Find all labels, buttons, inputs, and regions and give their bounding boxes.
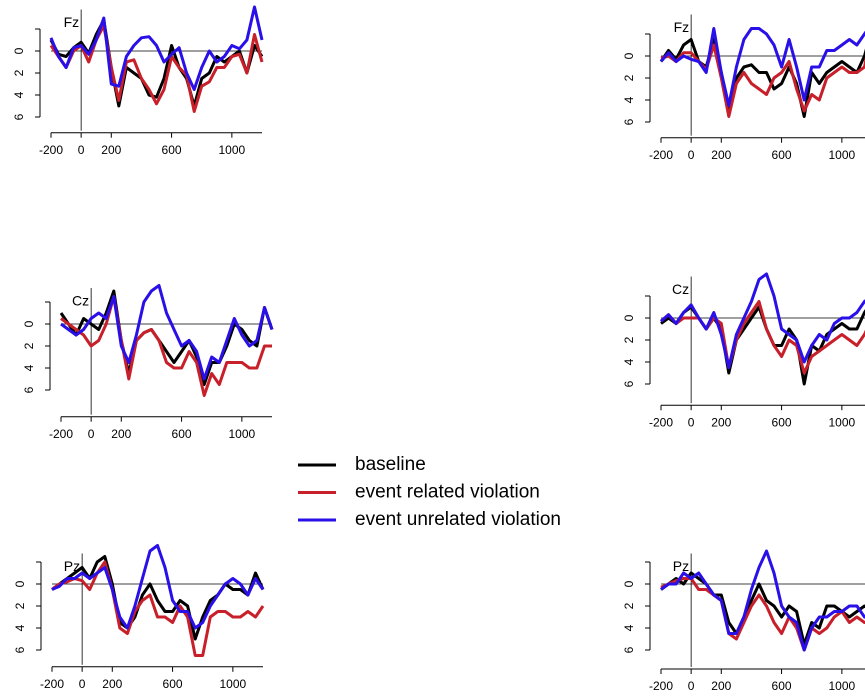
y-tick-label: 0: [12, 47, 26, 54]
legend-text: event unrelated violation: [355, 509, 561, 530]
series-line: [49, 24, 264, 113]
y-tick-label: 0: [622, 52, 636, 59]
x-tick-label: 600: [163, 677, 183, 691]
x-tick-label: 200: [102, 677, 122, 691]
x-tick-label: -200: [39, 143, 63, 157]
y-tick-label: 0: [622, 314, 636, 321]
panel-label: Cz: [72, 293, 89, 309]
y-tick-label: 2: [13, 602, 27, 609]
panel: 0 2 4 6 -200 0 200 600 1000 Fz: [622, 14, 865, 162]
x-tick-label: 600: [772, 679, 792, 693]
panel-label: Fz: [64, 14, 80, 30]
y-tick-label: 4: [12, 91, 26, 98]
legend-text: baseline: [355, 454, 426, 475]
x-tick-label: 0: [88, 427, 95, 441]
x-tick-label: 1000: [219, 143, 246, 157]
y-tick-label: 0: [13, 580, 27, 587]
x-tick-label: 200: [711, 415, 731, 429]
y-tick-label: 0: [622, 580, 636, 587]
x-tick-label: 1000: [229, 427, 256, 441]
y-tick-label: 2: [22, 342, 36, 349]
x-tick-label: 1000: [829, 148, 856, 162]
series-line: [59, 289, 274, 386]
series-line: [660, 272, 865, 369]
series-line: [60, 295, 272, 397]
x-tick-label: 0: [78, 143, 85, 157]
series-line: [659, 38, 865, 118]
panel-label: Fz: [674, 19, 690, 35]
panel-label: Cz: [672, 281, 689, 297]
x-tick-label: 0: [688, 148, 695, 162]
y-tick-label: 6: [622, 646, 636, 653]
x-tick-label: 1000: [220, 677, 247, 691]
x-tick-label: -200: [40, 677, 64, 691]
x-tick-label: 200: [101, 143, 121, 157]
series-line: [659, 27, 865, 107]
y-tick-label: 0: [22, 320, 36, 327]
y-tick-label: 4: [622, 624, 636, 631]
y-tick-label: 6: [622, 380, 636, 387]
y-tick-label: 2: [622, 336, 636, 343]
y-tick-label: 6: [12, 113, 26, 120]
x-tick-label: 600: [772, 415, 792, 429]
y-tick-label: 2: [622, 74, 636, 81]
series-line: [51, 544, 265, 630]
x-tick-label: 200: [711, 148, 731, 162]
series-line: [60, 284, 274, 381]
y-tick-label: 4: [13, 624, 27, 631]
series-line: [660, 43, 865, 118]
x-tick-label: -200: [649, 415, 673, 429]
panel: 0 2 4 6 -200 0 200 600 1000 Fz: [12, 5, 264, 157]
y-tick-label: 2: [622, 602, 636, 609]
x-tick-label: 200: [111, 427, 131, 441]
x-tick-label: 0: [688, 415, 695, 429]
series-line: [51, 560, 265, 657]
y-tick-label: 4: [22, 364, 36, 371]
panel: 0 2 4 6 -200 0 200 600 1000 Cz: [22, 284, 274, 441]
x-tick-label: 600: [172, 427, 192, 441]
x-tick-label: 1000: [829, 415, 856, 429]
x-tick-label: 600: [772, 148, 792, 162]
y-tick-label: 4: [622, 96, 636, 103]
x-tick-label: 0: [688, 679, 695, 693]
panel-label: Pz: [673, 558, 689, 574]
series-line: [660, 577, 865, 652]
y-tick-label: 6: [22, 386, 36, 393]
y-tick-label: 6: [13, 646, 27, 653]
y-tick-label: 4: [622, 358, 636, 365]
x-tick-label: 200: [711, 679, 731, 693]
x-tick-label: -200: [49, 427, 73, 441]
x-tick-label: 1000: [829, 679, 856, 693]
panel: 0 2 4 6 -200 0 200 600 1000 Pz: [622, 549, 865, 693]
x-tick-label: -200: [649, 679, 673, 693]
panel: 0 2 4 6 -200 0 200 600 1000 Cz: [622, 272, 865, 429]
x-tick-label: -200: [649, 148, 673, 162]
series-line: [660, 549, 865, 652]
x-tick-label: 0: [79, 677, 86, 691]
legend-text: event related violation: [355, 482, 540, 503]
series-line: [49, 5, 264, 91]
y-tick-label: 2: [12, 69, 26, 76]
series-line: [49, 18, 264, 108]
y-tick-label: 6: [622, 118, 636, 125]
x-tick-label: 600: [162, 143, 182, 157]
series-line: [51, 555, 265, 641]
series-line: [660, 300, 865, 375]
